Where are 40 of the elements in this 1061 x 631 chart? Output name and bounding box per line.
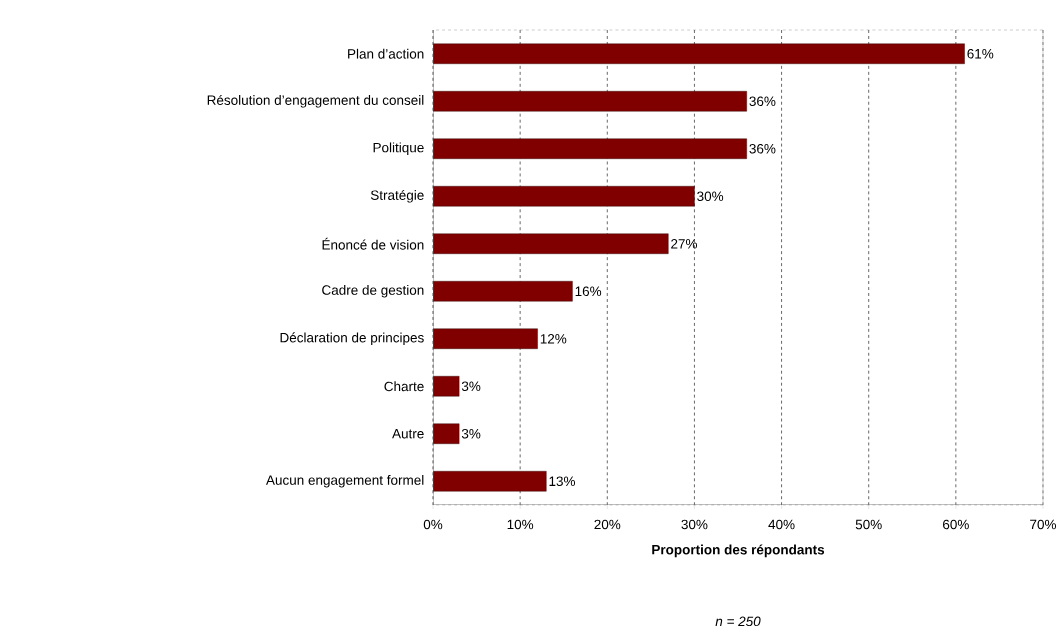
y-tick-label: Cadre de gestion (322, 285, 424, 298)
data-label: 36% (749, 144, 776, 154)
x-tick-label: 20% (594, 519, 621, 530)
data-label: 13% (549, 476, 576, 487)
x-tick-label: 60% (943, 519, 969, 530)
x-tick-label: 70% (1030, 519, 1057, 530)
bar (433, 376, 460, 397)
data-label: 3% (461, 429, 481, 439)
x-tick-label: 30% (681, 519, 708, 530)
bar (433, 328, 538, 350)
x-tick-label: 10% (507, 519, 534, 530)
y-tick-label: Énoncé de vision (322, 238, 424, 250)
x-tick-label: 50% (855, 519, 882, 530)
bar (433, 138, 747, 160)
data-label: 12% (540, 334, 567, 344)
bar (433, 186, 695, 207)
x-axis-title: Proportion des répondants (652, 544, 825, 558)
bar (433, 91, 747, 112)
data-label: 30% (697, 191, 724, 202)
y-tick-label: Déclaration de principes (280, 332, 424, 346)
bar (433, 423, 460, 445)
data-label: 3% (461, 381, 481, 392)
x-tick-label: 40% (768, 519, 795, 530)
y-tick-label: Autre (392, 429, 424, 439)
data-label: 36% (749, 96, 776, 107)
bar (433, 281, 573, 302)
bar (433, 233, 669, 255)
text: n = 250 (715, 616, 761, 627)
data-label: 16% (575, 286, 602, 297)
bar (433, 471, 547, 492)
y-tick-label: Stratégie (370, 190, 424, 203)
x-tick-label: 0% (423, 519, 443, 530)
y-tick-label: Charte (384, 381, 424, 392)
data-label: 27% (671, 239, 698, 249)
y-tick-label: Résolution d’engagement du conseil (207, 95, 424, 108)
data-label: 61% (967, 49, 994, 59)
bar (433, 43, 965, 65)
y-tick-label: Politique (373, 142, 424, 156)
y-tick-label: Plan d’action (348, 48, 424, 59)
y-tick-label: Aucun engagement formel (265, 475, 424, 488)
